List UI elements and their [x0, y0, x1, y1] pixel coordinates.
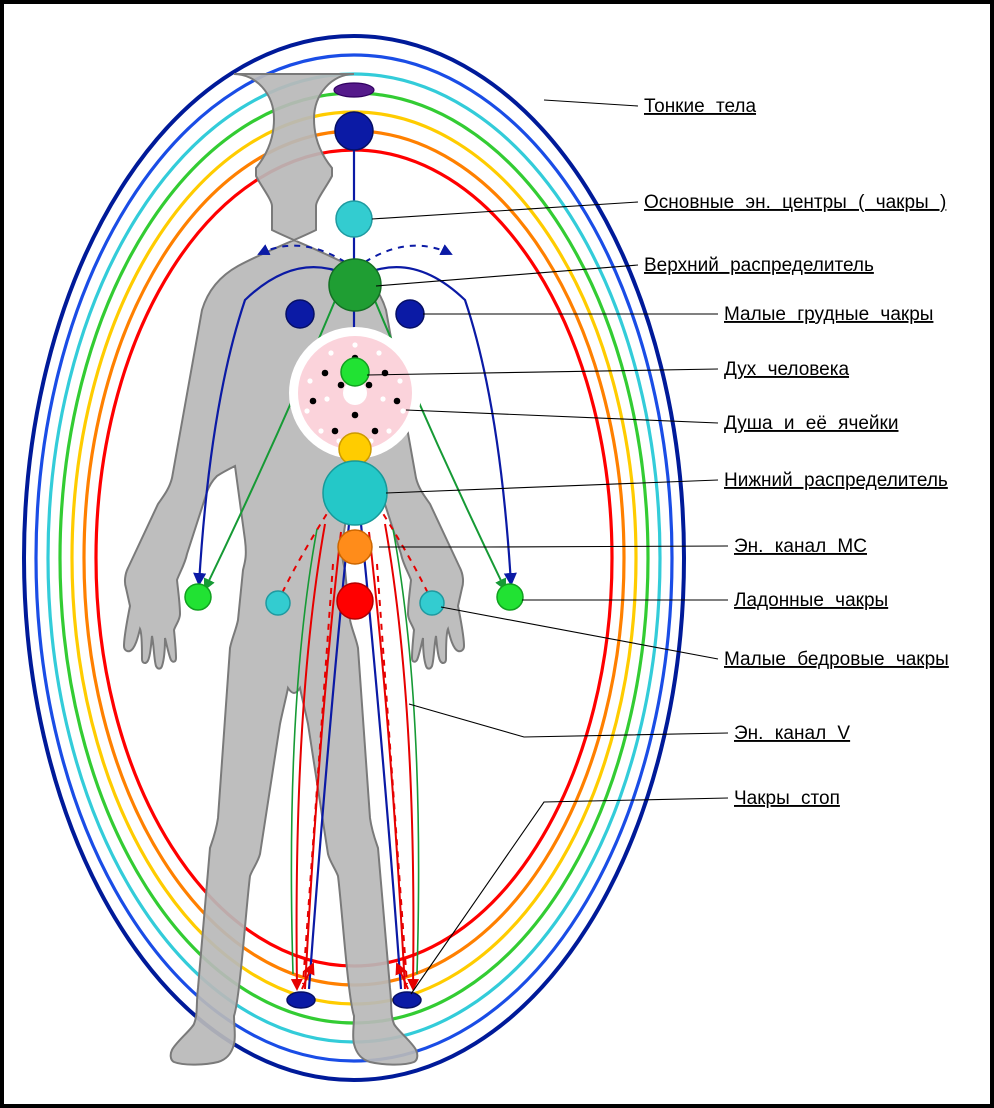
label-chest-chakras: Малые грудные чакры	[724, 304, 933, 325]
label-lower-dist: Нижний распределитель	[724, 470, 948, 491]
leader-spirit	[367, 369, 718, 375]
label-palm-chakras: Ладонные чакры	[734, 590, 888, 611]
label-subtle-bodies: Тонкие тела	[644, 96, 756, 117]
chakra-solar	[339, 433, 371, 465]
label-spirit: Дух человека	[724, 359, 849, 380]
label-mc-channel: Эн. канал MC	[734, 536, 867, 557]
soul-cell-black-5	[372, 428, 379, 435]
chakra-sacral	[338, 530, 372, 564]
chakra-foot-right	[393, 992, 421, 1008]
soul-cell-white-4	[307, 378, 312, 383]
soul-cell-white-7	[386, 428, 391, 433]
soul-cell-white-3	[397, 378, 402, 383]
crown-ellipse	[334, 83, 374, 97]
soul-cell-white-5	[400, 408, 405, 413]
soul-cell-black-4	[310, 398, 317, 405]
chakra-hip-right	[420, 591, 444, 615]
soul-cell-white-2	[328, 350, 333, 355]
diagram-frame: Тонкие тела Основные эн. центры ( чакры )…	[0, 0, 994, 1108]
chakra-hip-left	[266, 591, 290, 615]
label-hip-chakras: Малые бедровые чакры	[724, 649, 949, 670]
soul-cell-black-1	[382, 370, 389, 377]
diagram-svg: Тонкие тела Основные эн. центры ( чакры )…	[4, 4, 990, 1104]
soul-cell-black-9	[338, 382, 345, 389]
leader-upper-dist	[376, 265, 638, 286]
soul-cell-black-3	[394, 398, 401, 405]
chakra-root	[337, 583, 373, 619]
soul-cell-white-13	[324, 396, 329, 401]
leader-subtle-bodies	[544, 100, 638, 106]
label-upper-dist: Верхний распределитель	[644, 255, 874, 276]
chakra-chest-right	[396, 300, 424, 328]
labels: Тонкие тела Основные эн. центры ( чакры )…	[644, 96, 949, 809]
chakra-lower-dist	[323, 461, 387, 525]
chakra-palm-right	[497, 584, 523, 610]
label-main-chakras: Основные эн. центры ( чакры )	[644, 192, 946, 213]
soul-cell-white-12	[380, 396, 385, 401]
chakra-heart-upper	[329, 259, 381, 311]
chakra-palm-left	[185, 584, 211, 610]
crown-chakra	[334, 83, 374, 97]
soul-cell-white-8	[318, 428, 323, 433]
leader-foot-chakras	[411, 798, 728, 994]
leader-hip-chakras	[441, 607, 718, 659]
shoulder-dash-R	[365, 246, 451, 262]
soul-cell-black-7	[352, 412, 359, 419]
soul-cell-black-6	[332, 428, 339, 435]
soul-cell-white-0	[352, 342, 357, 347]
soul-cell-black-2	[322, 370, 329, 377]
chakra-chest-left	[286, 300, 314, 328]
soul-cell-white-6	[304, 408, 309, 413]
chakra-spirit-center	[341, 358, 369, 386]
chakra-head	[335, 112, 373, 150]
label-v-channel: Эн. канал V	[734, 723, 850, 744]
soul-cell-black-8	[366, 382, 373, 389]
label-foot-chakras: Чакры стоп	[734, 788, 840, 809]
leader-v-channel	[409, 704, 728, 737]
chakra-throat	[336, 201, 372, 237]
chakra-foot-left	[287, 992, 315, 1008]
soul-cell-white-1	[376, 350, 381, 355]
label-soul: Душа и её ячейки	[724, 413, 898, 434]
